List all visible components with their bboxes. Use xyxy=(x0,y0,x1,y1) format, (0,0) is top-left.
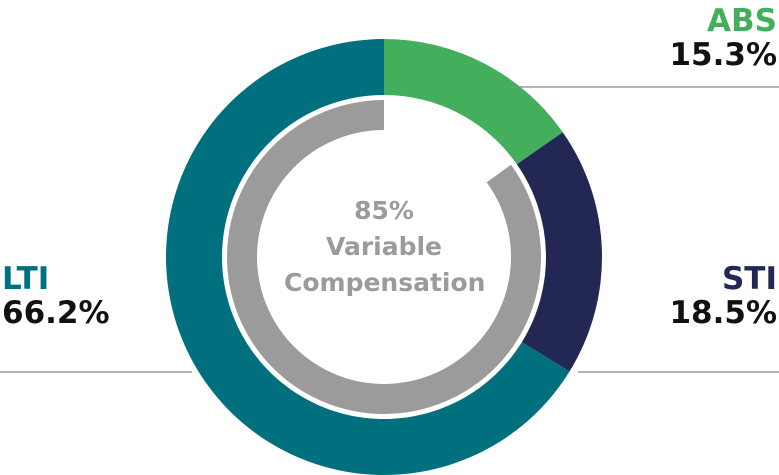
slice-sti xyxy=(516,132,602,372)
center-line-3: Compensation xyxy=(284,268,486,297)
label-abs-value: 15.3% xyxy=(669,37,777,73)
label-sti-value: 18.5% xyxy=(669,295,777,331)
center-label: 85% Variable Compensation xyxy=(284,193,486,301)
label-lti-name: LTI xyxy=(2,261,50,297)
label-abs-name: ABS xyxy=(707,3,777,39)
label-sti-name: STI xyxy=(721,261,777,297)
label-lti-value: 66.2% xyxy=(2,295,110,331)
slice-abs xyxy=(384,39,563,165)
center-line-1: 85% xyxy=(354,196,414,225)
center-line-2: Variable xyxy=(325,232,443,261)
label-abs: ABS 15.3% xyxy=(669,4,777,72)
label-sti: STI 18.5% xyxy=(669,262,777,330)
label-lti: LTI 66.2% xyxy=(2,262,110,330)
